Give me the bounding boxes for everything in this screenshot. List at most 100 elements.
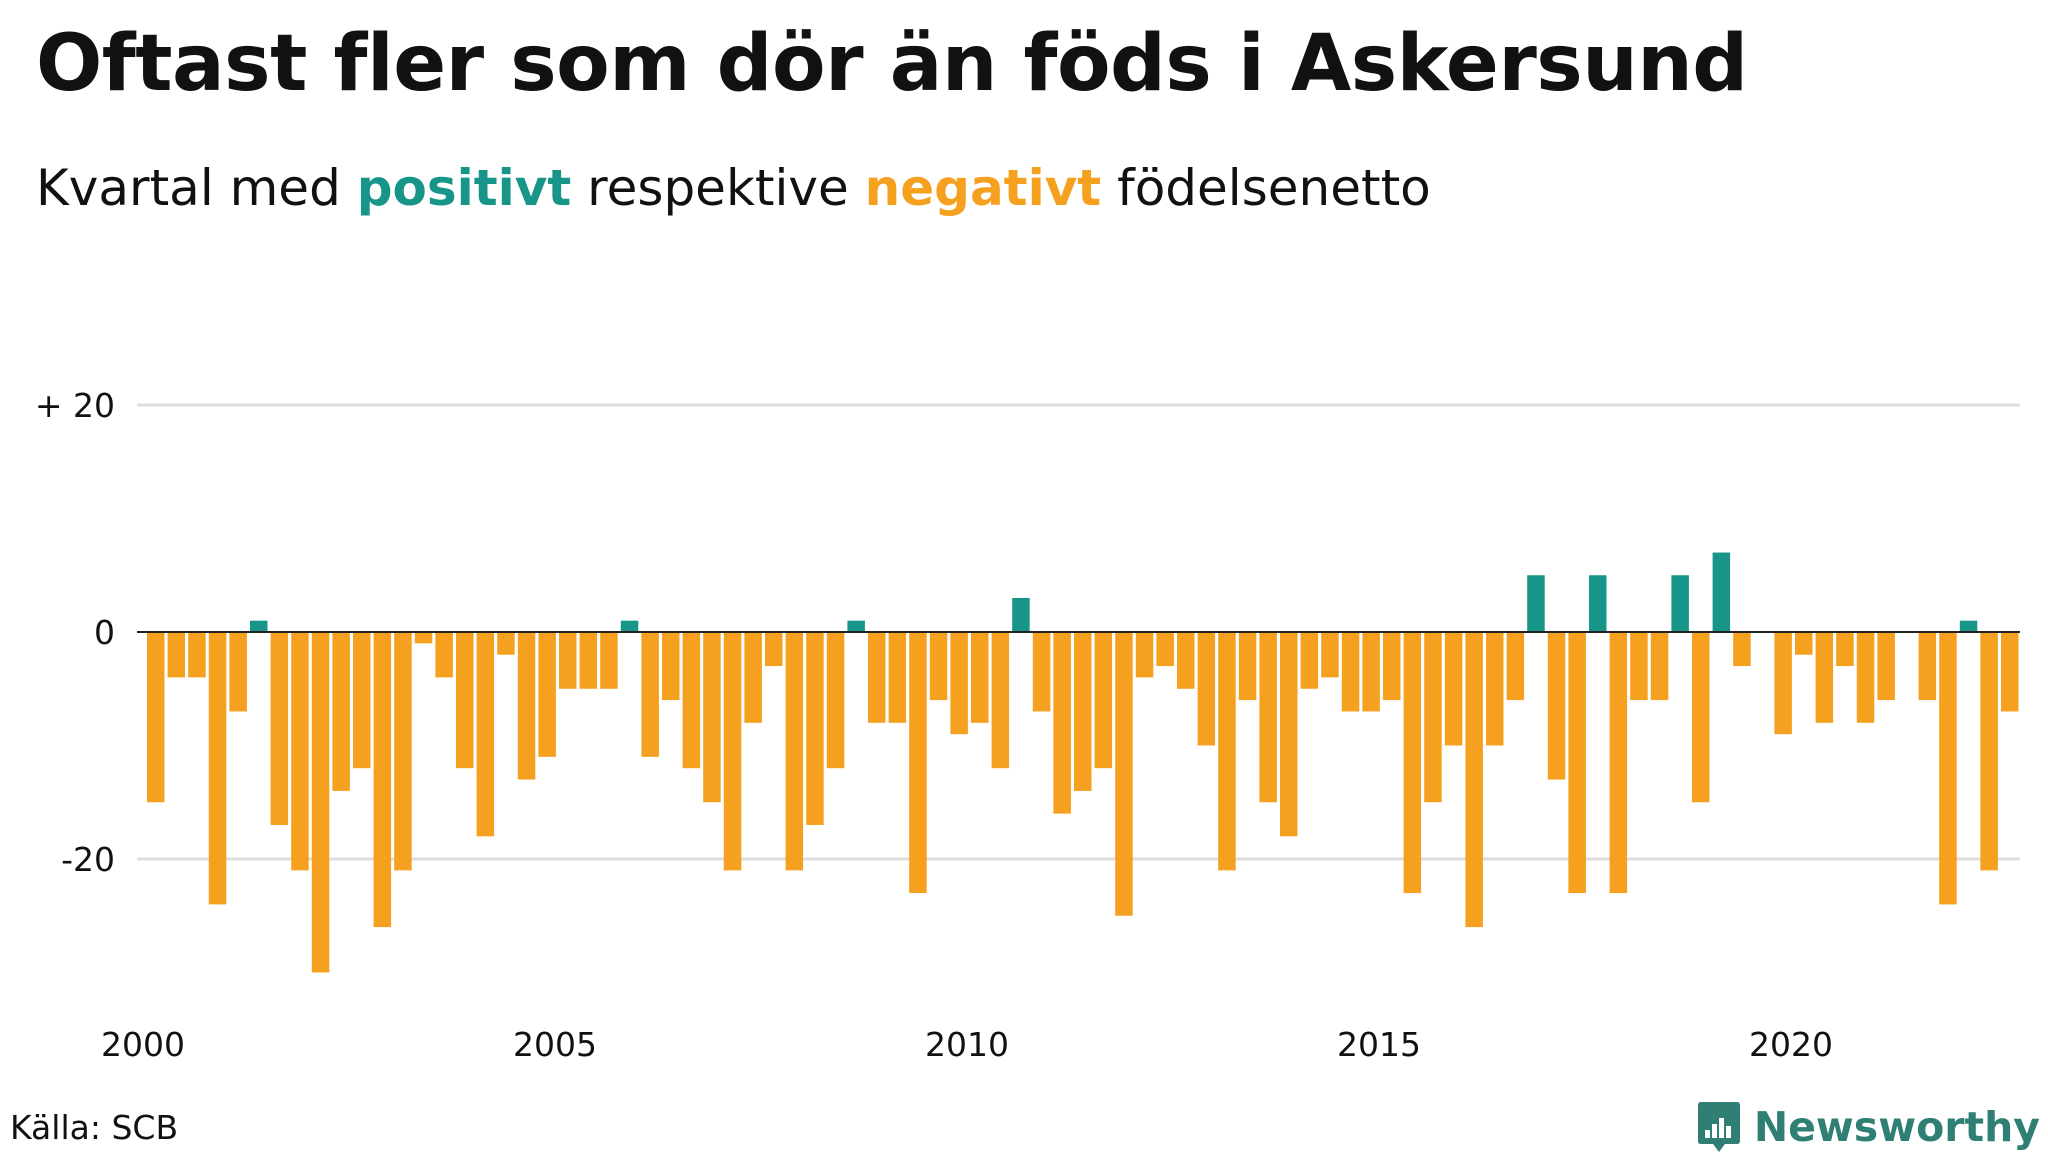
bar [1444, 632, 1463, 746]
bar [950, 632, 968, 735]
x-tick-label: 2015 [1337, 1025, 1421, 1064]
subtitle-negative-word: negativt [864, 159, 1102, 217]
y-tick-label: + 20 [35, 386, 115, 425]
bar [1980, 632, 1998, 871]
page-subtitle: Kvartal med positivt respektive negativt… [36, 158, 1431, 218]
bar [1506, 632, 1525, 701]
bar [991, 632, 1010, 769]
bar [476, 632, 495, 837]
bar [167, 632, 186, 678]
bar [147, 632, 165, 803]
bar [1650, 632, 1669, 701]
bar [723, 632, 742, 871]
bar [1177, 632, 1195, 689]
bar [1568, 632, 1586, 894]
bar [1630, 632, 1648, 701]
bar [332, 632, 350, 791]
bar [641, 632, 659, 757]
bar [929, 632, 948, 701]
bar [208, 632, 227, 905]
bar [1795, 632, 1813, 655]
x-tick-label: 2000 [101, 1025, 185, 1064]
bar-chart: + 20 0 -20 2000 2005 2010 2015 2020 [35, 386, 2020, 1064]
bar [1856, 632, 1875, 723]
bar [1321, 632, 1339, 678]
bar [1115, 632, 1133, 916]
bar [270, 632, 289, 825]
bar [847, 620, 865, 632]
bar [888, 632, 907, 723]
bar [1609, 632, 1628, 894]
x-tick-label: 2005 [513, 1025, 597, 1064]
bar [1259, 632, 1277, 803]
bar [559, 632, 577, 689]
bar [1135, 632, 1154, 678]
bar [1383, 632, 1401, 701]
bar [373, 632, 392, 928]
bar [1877, 632, 1895, 701]
bar [1012, 597, 1030, 632]
bar [1300, 632, 1319, 689]
bar [1918, 632, 1937, 701]
bar [1671, 575, 1689, 632]
bar [1465, 632, 1483, 928]
subtitle-positive-word: positivt [356, 159, 572, 217]
bar [1362, 632, 1380, 712]
bar [1836, 632, 1854, 667]
bar [1589, 575, 1607, 632]
subtitle-text-2: respektive [571, 159, 865, 217]
brand: Newsworthy [1696, 1100, 2040, 1154]
bar [1238, 632, 1257, 701]
x-tick-label: 2020 [1749, 1025, 1833, 1064]
bar [394, 632, 412, 871]
bar [620, 620, 639, 632]
bar [1486, 632, 1504, 746]
bar [414, 632, 433, 644]
bar [703, 632, 721, 803]
bar [579, 632, 598, 689]
brand-name: Newsworthy [1753, 1103, 2040, 1151]
x-tick-label: 2010 [925, 1025, 1009, 1064]
bar [517, 632, 536, 780]
bar [744, 632, 762, 723]
bar [1692, 632, 1710, 803]
gridlines [137, 403, 2020, 861]
bar [456, 632, 474, 769]
bar [971, 632, 989, 723]
bar [1547, 632, 1566, 780]
page-title: Oftast fler som dör än föds i Askersund [36, 19, 1748, 109]
bar [806, 632, 824, 825]
bar [682, 632, 701, 769]
bar [1403, 632, 1422, 894]
bar [188, 632, 206, 678]
bar [229, 632, 247, 712]
bar [497, 632, 515, 655]
bar [1341, 632, 1360, 712]
bar [868, 632, 886, 723]
bar [250, 620, 268, 632]
bar [1218, 632, 1236, 871]
bar [1774, 632, 1792, 735]
bar [826, 632, 845, 769]
bar [1280, 632, 1298, 837]
bar [435, 632, 453, 678]
bar [785, 632, 804, 871]
bar [1094, 632, 1113, 769]
bar [353, 632, 371, 769]
bar [311, 632, 330, 973]
bar [1074, 632, 1092, 791]
bar [1733, 632, 1751, 667]
bar-chart-speech-bubble-icon [1697, 1102, 1740, 1152]
bar [1053, 632, 1071, 814]
bar [1156, 632, 1174, 667]
bar [1424, 632, 1442, 803]
y-axis-ticks: + 20 0 -20 [35, 386, 115, 879]
subtitle-text-3: födelsenetto [1101, 159, 1431, 217]
source-note: Källa: SCB [10, 1108, 179, 1147]
bar [765, 632, 783, 667]
bar [1032, 632, 1051, 712]
bar [1197, 632, 1216, 746]
bar [538, 632, 556, 757]
bar [2001, 632, 2019, 712]
bar [1959, 620, 1978, 632]
